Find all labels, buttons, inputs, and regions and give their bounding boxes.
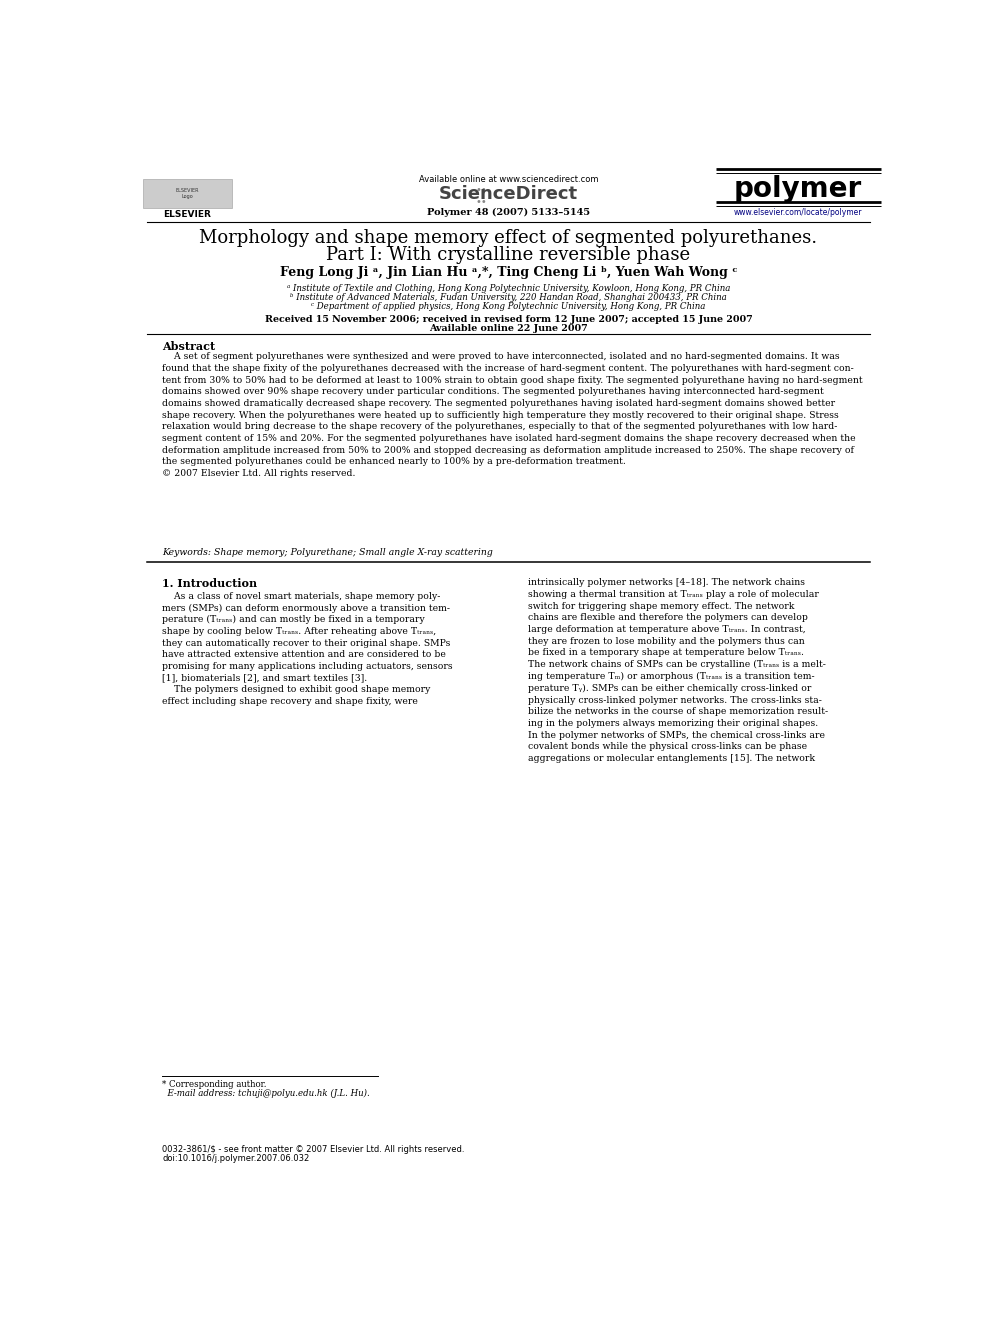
Text: ELSEVIER: ELSEVIER bbox=[163, 209, 211, 218]
Text: Received 15 November 2006; received in revised form 12 June 2007; accepted 15 Ju: Received 15 November 2006; received in r… bbox=[265, 315, 752, 324]
Text: E-mail address: tchuji@polyu.edu.hk (J.L. Hu).: E-mail address: tchuji@polyu.edu.hk (J.L… bbox=[163, 1089, 370, 1098]
Text: Feng Long Ji ᵃ, Jin Lian Hu ᵃ,*, Ting Cheng Li ᵇ, Yuen Wah Wong ᶜ: Feng Long Ji ᵃ, Jin Lian Hu ᵃ,*, Ting Ch… bbox=[280, 266, 737, 279]
Text: Polymer 48 (2007) 5133–5145: Polymer 48 (2007) 5133–5145 bbox=[427, 208, 590, 217]
Text: ᵃ Institute of Textile and Clothing, Hong Kong Polytechnic University, Kowloon, : ᵃ Institute of Textile and Clothing, Hon… bbox=[287, 284, 730, 294]
Text: Part I: With crystalline reversible phase: Part I: With crystalline reversible phas… bbox=[326, 246, 690, 265]
Text: ScienceDirect: ScienceDirect bbox=[438, 185, 578, 204]
Text: ••
••: •• •• bbox=[475, 185, 487, 206]
Text: Available online 22 June 2007: Available online 22 June 2007 bbox=[429, 324, 588, 333]
Text: Abstract: Abstract bbox=[163, 341, 215, 352]
Text: * Corresponding author.: * Corresponding author. bbox=[163, 1080, 267, 1089]
Text: 0032-3861/$ - see front matter © 2007 Elsevier Ltd. All rights reserved.: 0032-3861/$ - see front matter © 2007 El… bbox=[163, 1144, 465, 1154]
Text: Morphology and shape memory effect of segmented polyurethanes.: Morphology and shape memory effect of se… bbox=[199, 229, 817, 247]
Text: intrinsically polymer networks [4–18]. The network chains
showing a thermal tran: intrinsically polymer networks [4–18]. T… bbox=[528, 578, 827, 763]
Text: www.elsevier.com/locate/polymer: www.elsevier.com/locate/polymer bbox=[734, 208, 862, 217]
Text: Available online at www.sciencedirect.com: Available online at www.sciencedirect.co… bbox=[419, 175, 598, 184]
Text: 1. Introduction: 1. Introduction bbox=[163, 578, 258, 590]
Text: As a class of novel smart materials, shape memory poly-
mers (SMPs) can deform e: As a class of novel smart materials, sha… bbox=[163, 591, 453, 706]
Text: ELSEVIER
Logo: ELSEVIER Logo bbox=[176, 188, 198, 198]
Text: ᶜ Department of applied physics, Hong Kong Polytechnic University, Hong Kong, PR: ᶜ Department of applied physics, Hong Ko… bbox=[311, 303, 705, 311]
FancyBboxPatch shape bbox=[143, 179, 231, 208]
Text: A set of segment polyurethanes were synthesized and were proved to have intercon: A set of segment polyurethanes were synt… bbox=[163, 352, 863, 478]
Text: polymer: polymer bbox=[734, 175, 862, 202]
Text: ᵇ Institute of Advanced Materials, Fudan University, 220 Handan Road, Shanghai 2: ᵇ Institute of Advanced Materials, Fudan… bbox=[290, 294, 727, 302]
Text: Keywords: Shape memory; Polyurethane; Small angle X-ray scattering: Keywords: Shape memory; Polyurethane; Sm… bbox=[163, 548, 493, 557]
Text: doi:10.1016/j.polymer.2007.06.032: doi:10.1016/j.polymer.2007.06.032 bbox=[163, 1154, 310, 1163]
